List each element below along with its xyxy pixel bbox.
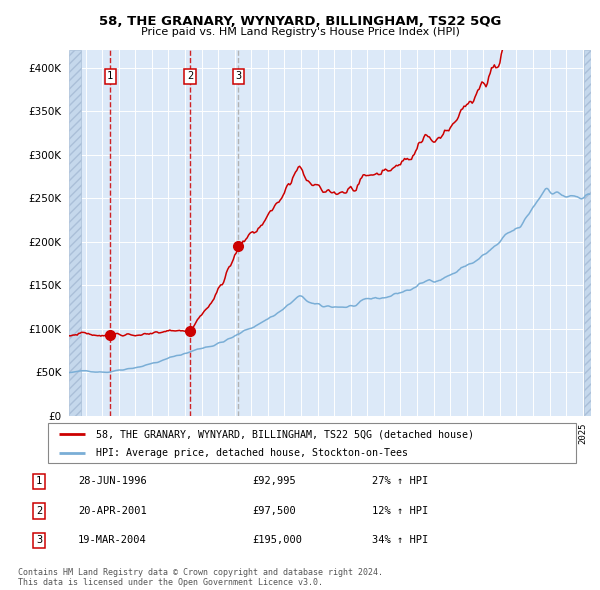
Text: 3: 3 xyxy=(235,71,241,81)
Text: 19-MAR-2004: 19-MAR-2004 xyxy=(78,536,147,546)
Text: 20-APR-2001: 20-APR-2001 xyxy=(78,506,147,516)
Text: 1: 1 xyxy=(107,71,113,81)
Text: HPI: Average price, detached house, Stockton-on-Tees: HPI: Average price, detached house, Stoc… xyxy=(95,448,407,458)
Text: 3: 3 xyxy=(36,536,42,546)
FancyBboxPatch shape xyxy=(48,423,576,463)
Text: Contains HM Land Registry data © Crown copyright and database right 2024.
This d: Contains HM Land Registry data © Crown c… xyxy=(18,568,383,587)
Text: £92,995: £92,995 xyxy=(252,477,296,487)
Text: 12% ↑ HPI: 12% ↑ HPI xyxy=(372,506,428,516)
Text: 58, THE GRANARY, WYNYARD, BILLINGHAM, TS22 5QG: 58, THE GRANARY, WYNYARD, BILLINGHAM, TS… xyxy=(99,15,501,28)
Text: 34% ↑ HPI: 34% ↑ HPI xyxy=(372,536,428,546)
Text: 58, THE GRANARY, WYNYARD, BILLINGHAM, TS22 5QG (detached house): 58, THE GRANARY, WYNYARD, BILLINGHAM, TS… xyxy=(95,430,473,440)
Text: 2: 2 xyxy=(36,506,42,516)
Text: £195,000: £195,000 xyxy=(252,536,302,546)
Text: 2: 2 xyxy=(187,71,193,81)
Text: Price paid vs. HM Land Registry's House Price Index (HPI): Price paid vs. HM Land Registry's House … xyxy=(140,27,460,37)
Bar xyxy=(584,50,591,416)
Text: 27% ↑ HPI: 27% ↑ HPI xyxy=(372,477,428,487)
Text: £97,500: £97,500 xyxy=(252,506,296,516)
Text: 1: 1 xyxy=(36,477,42,487)
Text: 28-JUN-1996: 28-JUN-1996 xyxy=(78,477,147,487)
Bar xyxy=(69,50,82,416)
